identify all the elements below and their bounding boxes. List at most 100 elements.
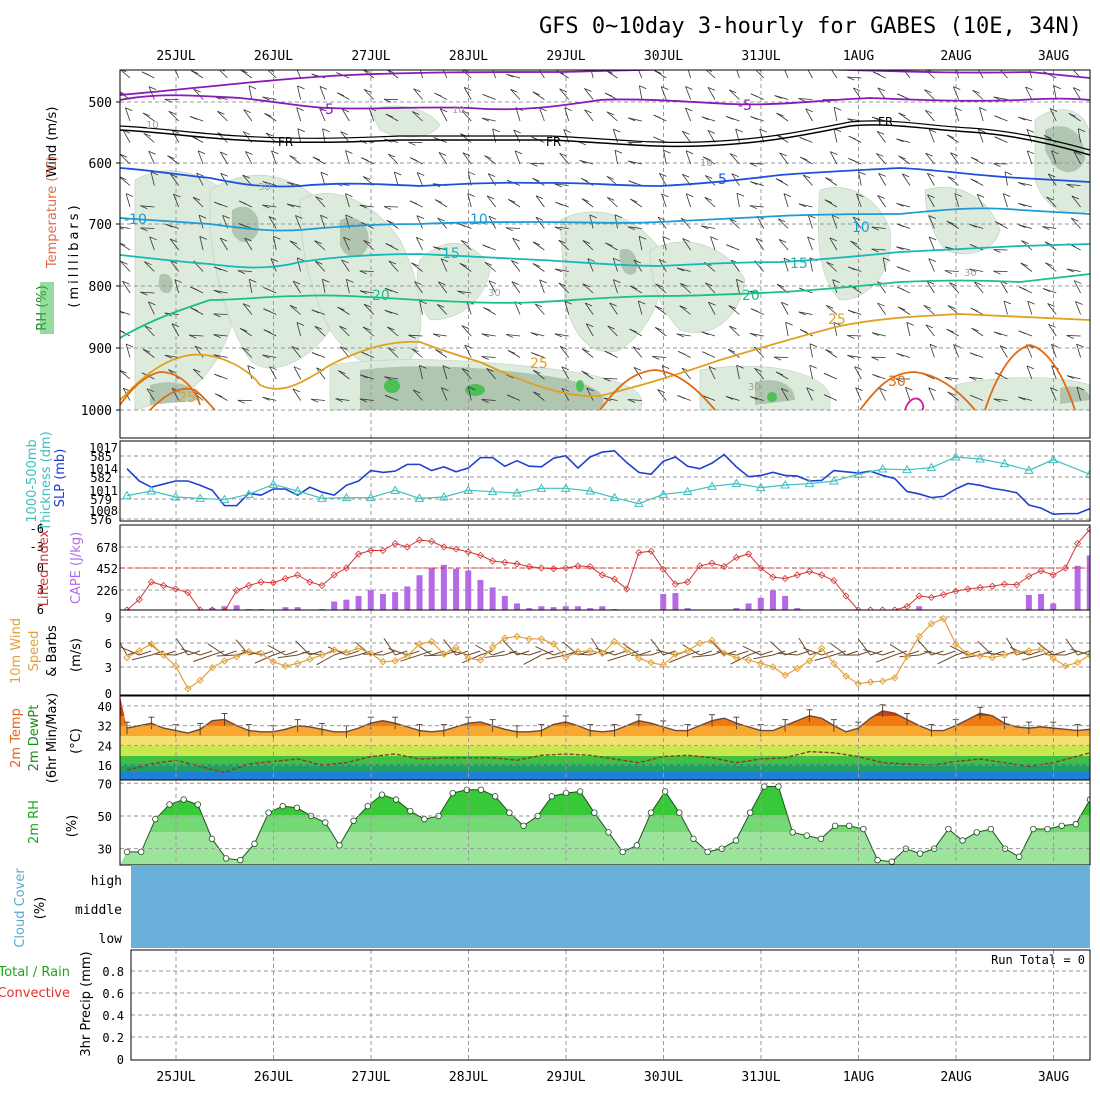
wind-barb [687, 70, 692, 79]
precip-tick: 0.8 [102, 965, 124, 979]
wind-barb [993, 331, 1008, 337]
temperature-series [126, 710, 1090, 734]
barb-flag [1066, 268, 1074, 273]
rh-point [322, 819, 329, 826]
slp-panel-frame [119, 440, 1091, 522]
rh-point [605, 829, 612, 836]
wind-speed-point [172, 662, 180, 670]
barb-shaft [769, 641, 786, 656]
wind-barb [199, 236, 207, 251]
thickness-point [195, 493, 205, 502]
barb-flag [1004, 171, 1013, 176]
barb-flag [748, 650, 761, 656]
barb-shaft [729, 218, 740, 229]
thickness-point [122, 490, 132, 500]
barb-shaft [831, 70, 838, 79]
barb-shaft [148, 86, 155, 100]
cape-bar [367, 590, 374, 610]
barb-shaft [1004, 171, 1008, 186]
wind-barb [416, 215, 425, 229]
barb-flag [461, 110, 470, 114]
wind-speed-point [196, 676, 204, 685]
barb-shaft [584, 88, 594, 100]
wind-barb [729, 153, 740, 165]
barb-flag [504, 650, 517, 656]
wind-barb [896, 223, 911, 229]
barb-shaft [461, 110, 472, 122]
barb-flag [928, 129, 937, 133]
barb-shaft [638, 236, 643, 251]
li-point [793, 571, 801, 579]
barb-flag [341, 108, 350, 113]
barb-shaft [847, 118, 862, 122]
rh-point [1030, 825, 1037, 833]
wind-speed-point [318, 651, 326, 659]
minmax-bar [319, 722, 325, 736]
wind-barb [296, 322, 305, 337]
barb-flag [339, 325, 347, 330]
barb-shaft [924, 89, 935, 100]
wind-speed-point [208, 663, 217, 672]
barb-shaft [622, 642, 640, 656]
barb-shaft [947, 176, 960, 186]
barb-shaft [533, 370, 545, 380]
barb-shaft [140, 205, 155, 208]
barb-shaft [339, 325, 350, 337]
barb-shaft [289, 155, 301, 165]
barb-flag [220, 70, 225, 72]
barb-shaft [564, 300, 570, 315]
wind-barb [905, 386, 913, 401]
surface-barb [400, 650, 432, 662]
barb-flag [322, 278, 330, 283]
wind-barb [896, 246, 911, 251]
barb-flag [142, 112, 151, 117]
li-point [184, 588, 192, 597]
li-point [147, 578, 155, 586]
contour-label: -10 [124, 212, 147, 228]
barb-flag [1003, 193, 1011, 198]
minmax-bar [1001, 716, 1008, 730]
barb-shaft [438, 281, 448, 294]
barb-flag [1028, 65, 1035, 68]
li-point [1049, 571, 1057, 579]
barb-flag [898, 155, 906, 160]
wind-barb [825, 349, 838, 358]
barb-shaft [383, 638, 396, 656]
wind-barb [628, 117, 642, 122]
barb-shaft [146, 388, 155, 401]
wind-barb [1066, 268, 1081, 273]
wind-barb [1066, 375, 1081, 380]
wind-speed-point [501, 634, 509, 642]
wind-barb [728, 305, 740, 315]
minmax-bar [416, 724, 423, 737]
li-point [976, 584, 984, 592]
barb-shaft [207, 643, 225, 656]
wind-barb [262, 204, 277, 209]
barb-flag [947, 176, 956, 181]
barb-flag [705, 175, 713, 179]
wind-barb [903, 70, 911, 79]
barb-flag [289, 304, 298, 309]
barb-flag [832, 214, 840, 219]
wind-barb [214, 266, 228, 272]
barb-flag [1089, 654, 1090, 656]
barb-flag [482, 93, 490, 98]
barb-flag [685, 107, 693, 112]
barb-shaft [150, 171, 155, 186]
barb-flag [199, 236, 207, 240]
wind-barb [685, 107, 693, 122]
thickness-point [1024, 465, 1034, 474]
wind-barb [360, 374, 374, 380]
wind-barb [264, 113, 277, 122]
barb-shaft [657, 389, 667, 401]
barb-flag [1076, 343, 1084, 348]
barb-shaft [742, 645, 761, 656]
barb-flag [629, 328, 637, 333]
surface-barb [546, 650, 578, 660]
wind-speed-point [391, 657, 399, 665]
wind-label-b: Speed [27, 631, 42, 672]
wind-barb [847, 76, 862, 81]
date-label: 31JUL [741, 1070, 780, 1085]
barb-flag [360, 374, 368, 379]
barb-flag [783, 193, 792, 198]
